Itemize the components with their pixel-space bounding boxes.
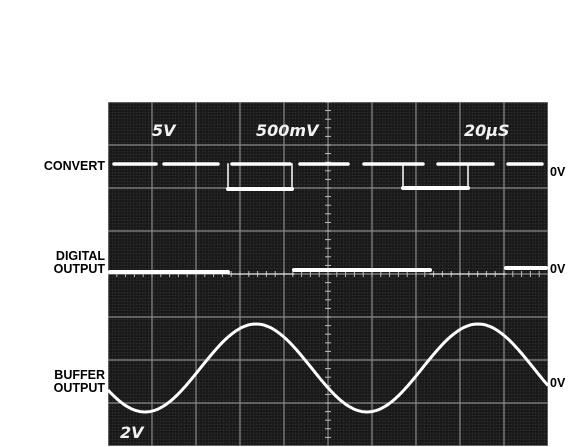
digital-output-label-line2: OUTPUT <box>53 262 105 276</box>
scope-graticule: 5V 500mV 20μS 2V <box>108 102 548 446</box>
ch2-scale-readout: 500mV <box>256 121 320 140</box>
convert-trace-low <box>226 186 470 191</box>
digital-output-trace <box>108 266 548 275</box>
buffer-output-label-line2: OUTPUT <box>53 381 105 395</box>
buffer-output-label-line1: BUFFER <box>54 368 105 382</box>
convert-zero-label: 0V <box>550 165 566 179</box>
buffer-output-trace <box>108 322 548 414</box>
convert-label: CONVERT <box>43 159 105 173</box>
oscilloscope-screen: 5V 500mV 20μS 2V <box>108 102 548 446</box>
ch3-scale-readout: 2V <box>120 423 145 442</box>
digital-output-label-line1: DIGITAL <box>55 249 105 263</box>
convert-trace <box>112 162 544 191</box>
ch1-scale-readout: 5V <box>152 121 177 140</box>
digital-output-trace-line <box>108 266 548 274</box>
digital-output-zero-label: 0V <box>550 262 566 276</box>
convert-trace-edges <box>227 163 469 190</box>
timebase-readout: 20μS <box>464 121 510 140</box>
digital-output-label: DIGITAL OUTPUT <box>5 250 105 276</box>
buffer-output-zero-label: 0V <box>550 376 566 390</box>
buffer-output-label: BUFFER OUTPUT <box>5 369 105 395</box>
